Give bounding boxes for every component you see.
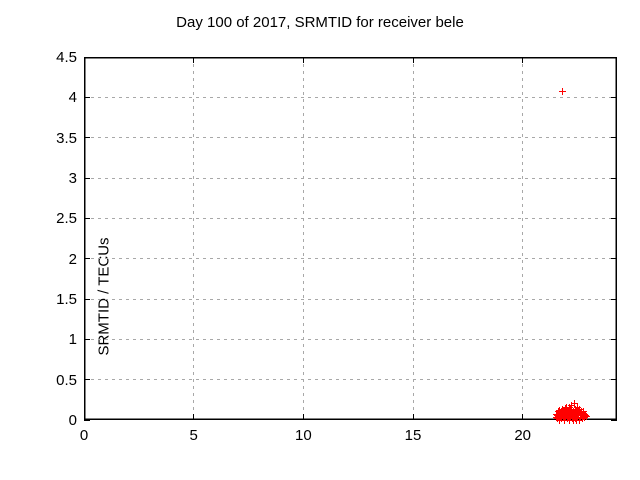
- y-axis-tick: [84, 137, 90, 139]
- plot-area: SRMTID / TECUs GPS time / hours 05101520…: [56, 49, 617, 444]
- gridline-horizontal: [84, 217, 617, 219]
- y-axis-tick-mirror: [611, 137, 617, 139]
- gridline-horizontal: [84, 258, 617, 260]
- data-point-marker: [556, 406, 564, 414]
- gridline-horizontal: [84, 338, 617, 340]
- data-point-marker: [558, 88, 566, 96]
- data-point-marker: [565, 409, 573, 417]
- y-axis-tick: [84, 258, 90, 260]
- y-axis-tick: [84, 217, 90, 219]
- y-axis-tick: [84, 177, 90, 179]
- data-point-marker: [563, 407, 571, 415]
- y-axis-tick-mirror: [611, 338, 617, 340]
- data-point-marker: [566, 408, 574, 416]
- data-point-marker: [563, 412, 571, 420]
- y-tick-label: 3: [68, 170, 77, 187]
- data-point-marker: [571, 406, 579, 413]
- y-axis-tick-mirror: [611, 258, 617, 260]
- y-axis-tick: [84, 379, 90, 381]
- y-axis-tick-mirror: [611, 419, 617, 421]
- y-axis-tick-mirror: [611, 56, 617, 58]
- x-tick-label: 20: [514, 427, 532, 444]
- data-point-marker: [573, 408, 581, 416]
- y-tick-label: 0: [68, 412, 77, 429]
- y-axis-tick-mirror: [611, 298, 617, 300]
- x-axis-tick-mirror: [193, 57, 195, 63]
- y-tick-label: 1: [68, 331, 77, 349]
- y-tick-label: 4.5: [56, 49, 77, 66]
- x-tick-label: 5: [189, 427, 198, 444]
- data-point-marker: [553, 410, 561, 418]
- data-point-marker: [567, 410, 575, 418]
- data-point-marker: [565, 404, 573, 412]
- x-tick-label: 15: [404, 427, 422, 444]
- data-point-marker: [570, 399, 578, 407]
- gridline-vertical: [302, 57, 304, 420]
- data-point-marker: [577, 407, 585, 415]
- x-axis-tick-mirror: [522, 57, 524, 63]
- data-point-marker: [552, 414, 560, 422]
- y-tick-label: 2.5: [56, 210, 77, 228]
- gridline-horizontal: [84, 96, 617, 98]
- gridline-horizontal: [84, 379, 617, 381]
- data-point-marker: [561, 405, 569, 413]
- y-tick-label: 3.5: [56, 129, 77, 147]
- y-tick-label: 2: [68, 250, 77, 268]
- y-axis-tick: [84, 419, 90, 421]
- data-point-marker: [581, 414, 589, 422]
- data-point-marker: [576, 406, 584, 413]
- data-point-marker: [580, 410, 588, 418]
- y-tick-label: 4: [68, 89, 77, 107]
- data-point-marker: [557, 408, 565, 416]
- y-axis-tick-mirror: [611, 96, 617, 98]
- chart-title: Day 100 of 2017, SRMTID for receiver bel…: [176, 14, 464, 31]
- gridline-vertical: [412, 57, 414, 420]
- data-point-marker: [573, 404, 581, 412]
- data-point-marker: [578, 410, 586, 418]
- gridline-horizontal: [84, 177, 617, 179]
- y-axis-tick-mirror: [611, 379, 617, 381]
- y-axis-tick: [84, 56, 90, 58]
- data-point-marker: [582, 413, 590, 421]
- y-tick-label: 0.5: [56, 371, 77, 389]
- gridline-horizontal: [84, 298, 617, 300]
- data-point-marker: [560, 416, 568, 424]
- y-tick-label: 1.5: [56, 291, 77, 308]
- data-point-marker: [555, 416, 563, 424]
- data-point-marker: [563, 414, 571, 422]
- data-point-marker: [567, 406, 575, 413]
- y-axis-tick: [84, 338, 90, 340]
- x-axis-tick-mirror: [83, 57, 85, 63]
- x-axis-tick: [412, 414, 414, 420]
- data-point-marker: [571, 410, 579, 418]
- y-axis-tick: [84, 298, 90, 300]
- x-tick-label: 0: [79, 427, 89, 444]
- x-axis-tick: [522, 414, 524, 420]
- x-axis-tick: [302, 414, 304, 420]
- data-point-marker: [579, 408, 587, 416]
- data-point-marker: [559, 406, 567, 413]
- gridline-horizontal: [84, 137, 617, 139]
- data-point-marker: [570, 407, 578, 415]
- x-axis-tick: [193, 414, 195, 420]
- data-point-marker: [574, 406, 582, 414]
- data-point-marker: [565, 413, 573, 421]
- x-axis-tick: [83, 414, 85, 420]
- y-axis-label: SRMTID / TECUs: [95, 237, 113, 356]
- data-point-marker: [568, 409, 576, 417]
- y-axis-tick: [84, 96, 90, 98]
- data-point-marker: [554, 412, 562, 420]
- y-axis-tick-mirror: [611, 177, 617, 179]
- x-axis-tick-mirror: [302, 57, 304, 63]
- x-tick-label: 10: [294, 427, 312, 444]
- data-point-marker: [563, 403, 571, 411]
- y-axis-tick-mirror: [611, 217, 617, 219]
- x-axis-tick-mirror: [412, 57, 414, 63]
- gridline-vertical: [193, 57, 195, 420]
- data-point-marker: [561, 409, 569, 417]
- gridline-vertical: [522, 57, 524, 420]
- data-point-marker: [567, 401, 575, 409]
